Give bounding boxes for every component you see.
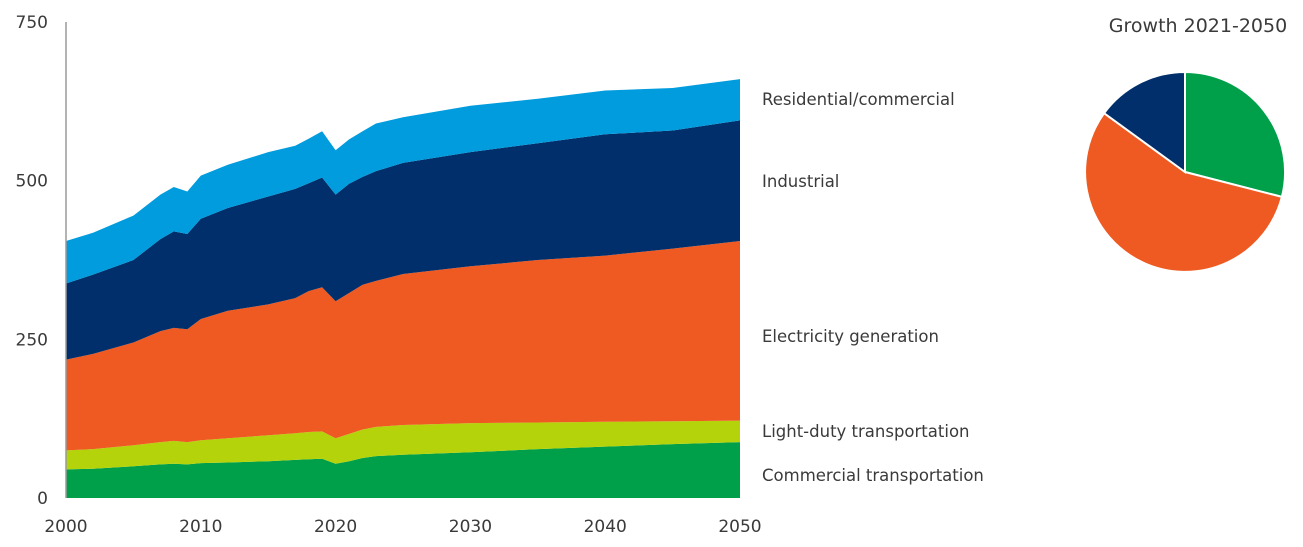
area-light-duty-transportation	[66, 420, 740, 470]
series-label: Electricity generation	[762, 327, 939, 346]
area-electricity-generation	[66, 241, 740, 451]
series-label: Residential/commercial	[762, 90, 955, 109]
pie-title: Growth 2021-2050	[1109, 15, 1287, 37]
x-tick-label: 2020	[314, 517, 357, 537]
x-tick-label: 2010	[179, 517, 222, 537]
series-label: Commercial transportation	[762, 466, 984, 485]
y-tick-label: 750	[16, 13, 48, 33]
area-industrial	[66, 120, 740, 360]
stacked-areas	[66, 79, 740, 498]
series-labels: Commercial transportation Light-duty tran…	[762, 90, 984, 485]
series-label: Light-duty transportation	[762, 422, 970, 441]
pie-chart	[1084, 70, 1287, 273]
pie-slice-electricity-generation	[1084, 111, 1284, 273]
area-commercial-transportation	[66, 442, 740, 498]
y-tick-label: 500	[16, 172, 48, 192]
pie-slice-commercial-transportation	[1184, 70, 1287, 199]
x-tick-label: 2050	[718, 517, 761, 537]
x-tick-labels: 2000 2010 2020 2030 2040 2050	[44, 517, 761, 537]
x-tick-label: 2030	[449, 517, 492, 537]
x-tick-label: 2040	[584, 517, 627, 537]
y-tick-labels: 0 250 500 750	[16, 13, 48, 509]
series-label: Industrial	[762, 172, 839, 191]
y-tick-label: 250	[16, 330, 48, 350]
area-residential-commercial	[66, 79, 740, 284]
y-tick-label: 0	[37, 489, 48, 509]
pie-slice-industrial	[1102, 70, 1186, 174]
x-tick-label: 2000	[44, 517, 87, 537]
